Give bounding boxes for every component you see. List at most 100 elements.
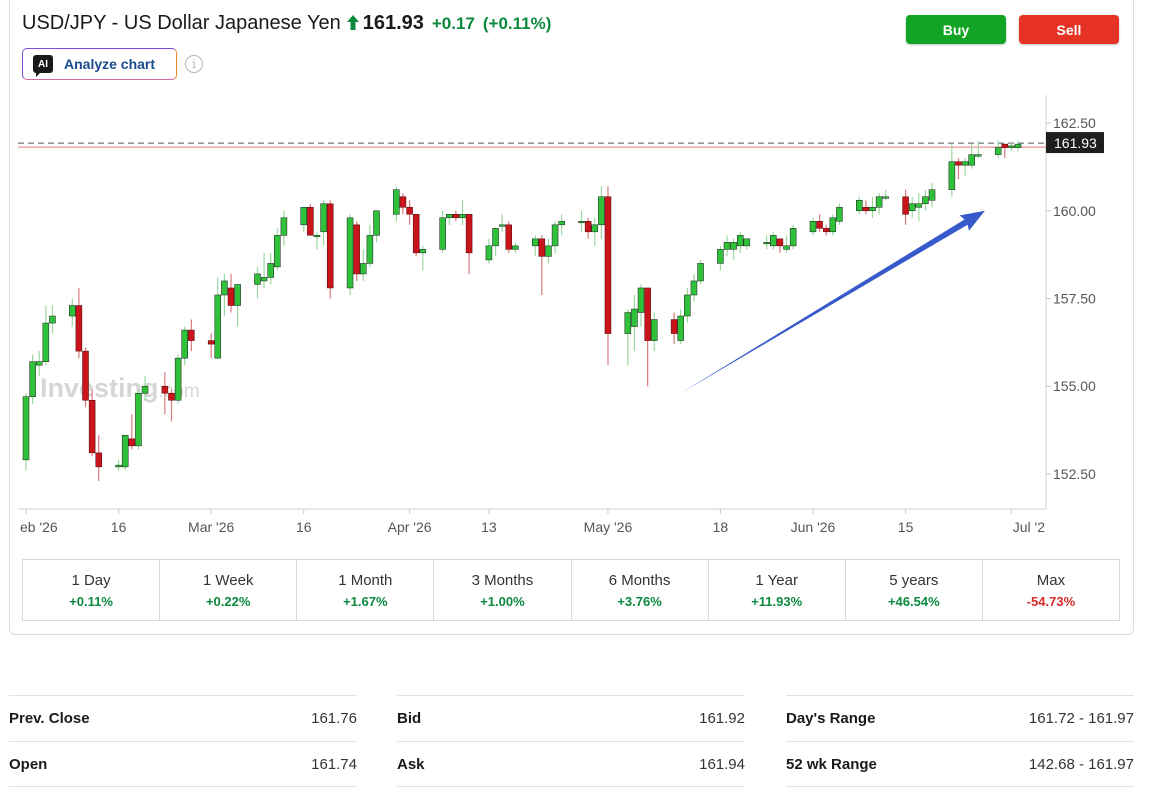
candle-body: [128, 438, 136, 447]
stat-label: Day's Range: [786, 710, 876, 727]
candle-body: [776, 238, 784, 247]
stat-value: 142.68 - 161.97: [1028, 755, 1134, 773]
period-change: +0.22%: [205, 593, 251, 609]
candle: [697, 259, 704, 285]
x-tick-label: Jul '2: [1013, 519, 1045, 535]
candle-body: [684, 294, 691, 317]
candle: [82, 347, 89, 408]
y-tick-label: 157.50: [1053, 290, 1096, 306]
period-change: +3.76%: [617, 593, 662, 609]
up-arrow-icon: [346, 15, 359, 30]
candle-body: [975, 154, 982, 157]
candle-body: [399, 196, 407, 208]
candle-body: [313, 235, 321, 238]
candle-body: [717, 249, 724, 264]
candle-body: [95, 452, 102, 468]
period-tab[interactable]: Max -54.73%: [983, 560, 1119, 620]
candle: [578, 210, 585, 232]
candle-body: [207, 340, 215, 345]
candle-body: [115, 464, 122, 468]
candle-body: [35, 361, 43, 366]
candle: [743, 238, 751, 250]
page-title: USD/JPY - US Dollar Japanese Yen: [22, 12, 341, 34]
candle: [141, 375, 149, 401]
candle: [419, 245, 427, 271]
candle-body: [360, 263, 367, 275]
candle-body: [948, 161, 956, 190]
candle: [651, 312, 658, 352]
candle-body: [366, 235, 374, 264]
stat-value: 161.74: [311, 755, 357, 773]
period-tab[interactable]: 5 years +46.54%: [846, 560, 983, 620]
candle-body: [406, 207, 413, 215]
candle: [406, 200, 413, 225]
candle: [393, 186, 400, 222]
candle: [955, 158, 962, 180]
period-label: Max: [1036, 571, 1066, 589]
candle: [274, 228, 281, 271]
candle-body: [42, 322, 50, 362]
candle-body: [994, 147, 1002, 155]
candle-body: [446, 214, 453, 219]
period-tab[interactable]: 1 Month +1.67%: [297, 560, 435, 620]
period-tab[interactable]: 6 Months +3.76%: [572, 560, 709, 620]
candle: [254, 266, 261, 299]
candle: [902, 189, 909, 225]
price-chart[interactable]: 162.50 160.00 157.50 155.00 152.50 eb '26 16 Ma…: [0, 0, 1159, 545]
candle-body: [320, 203, 327, 233]
x-tick-label: 15: [898, 519, 914, 535]
candle: [882, 189, 889, 201]
candle: [207, 333, 215, 359]
candle: [485, 238, 493, 264]
candle: [624, 309, 632, 366]
candle: [591, 217, 598, 246]
stat-value: 161.76: [311, 710, 357, 727]
candle-body: [809, 221, 817, 233]
candle-body: [161, 385, 169, 394]
candle-body: [836, 207, 843, 222]
candle-body: [141, 385, 149, 394]
candle: [168, 389, 175, 422]
candle: [875, 193, 883, 215]
candle-body: [591, 224, 598, 233]
candle-body: [168, 392, 175, 401]
candle-body: [545, 245, 552, 257]
candle-body: [908, 203, 916, 212]
candle: [307, 203, 314, 236]
info-icon[interactable]: i: [185, 55, 203, 73]
candle-body: [326, 203, 334, 289]
x-tick-label: May '26: [584, 519, 633, 535]
candle-body: [439, 217, 446, 250]
candle-body: [538, 238, 546, 257]
period-tab[interactable]: 1 Year +11.93%: [709, 560, 846, 620]
candle: [29, 354, 36, 404]
stat-value: 161.94: [699, 755, 745, 773]
period-selector: 1 Day +0.11% 1 Week +0.22% 1 Month +1.67% 3 Mo…: [22, 559, 1120, 621]
last-price-tag: 161.93: [1046, 132, 1104, 154]
buy-button[interactable]: Buy: [906, 15, 1006, 44]
candle: [174, 354, 182, 404]
candle-body: [393, 189, 400, 215]
candle-body: [135, 392, 142, 447]
period-label: 1 Month: [338, 571, 393, 589]
candle-body: [267, 263, 274, 278]
candle: [928, 182, 936, 208]
period-tab[interactable]: 3 Months +1.00%: [434, 560, 572, 620]
analyze-chart-button[interactable]: AI Analyze chart: [22, 48, 177, 80]
candle: [770, 231, 777, 250]
candle: [366, 224, 374, 267]
candle-body: [789, 228, 797, 247]
candle: [459, 200, 466, 225]
candle-body: [869, 207, 876, 212]
candle: [763, 235, 770, 250]
x-tick-label: eb '26: [20, 519, 58, 535]
period-tab[interactable]: 1 Week +0.22%: [160, 560, 298, 620]
sell-button[interactable]: Sell: [1019, 15, 1119, 44]
candle-body: [88, 399, 96, 454]
period-tab[interactable]: 1 Day +0.11%: [23, 560, 161, 620]
candle-body: [254, 273, 261, 285]
candle-body: [49, 315, 56, 324]
candle: [869, 196, 876, 218]
candle-body: [743, 238, 751, 247]
candle: [320, 200, 327, 246]
